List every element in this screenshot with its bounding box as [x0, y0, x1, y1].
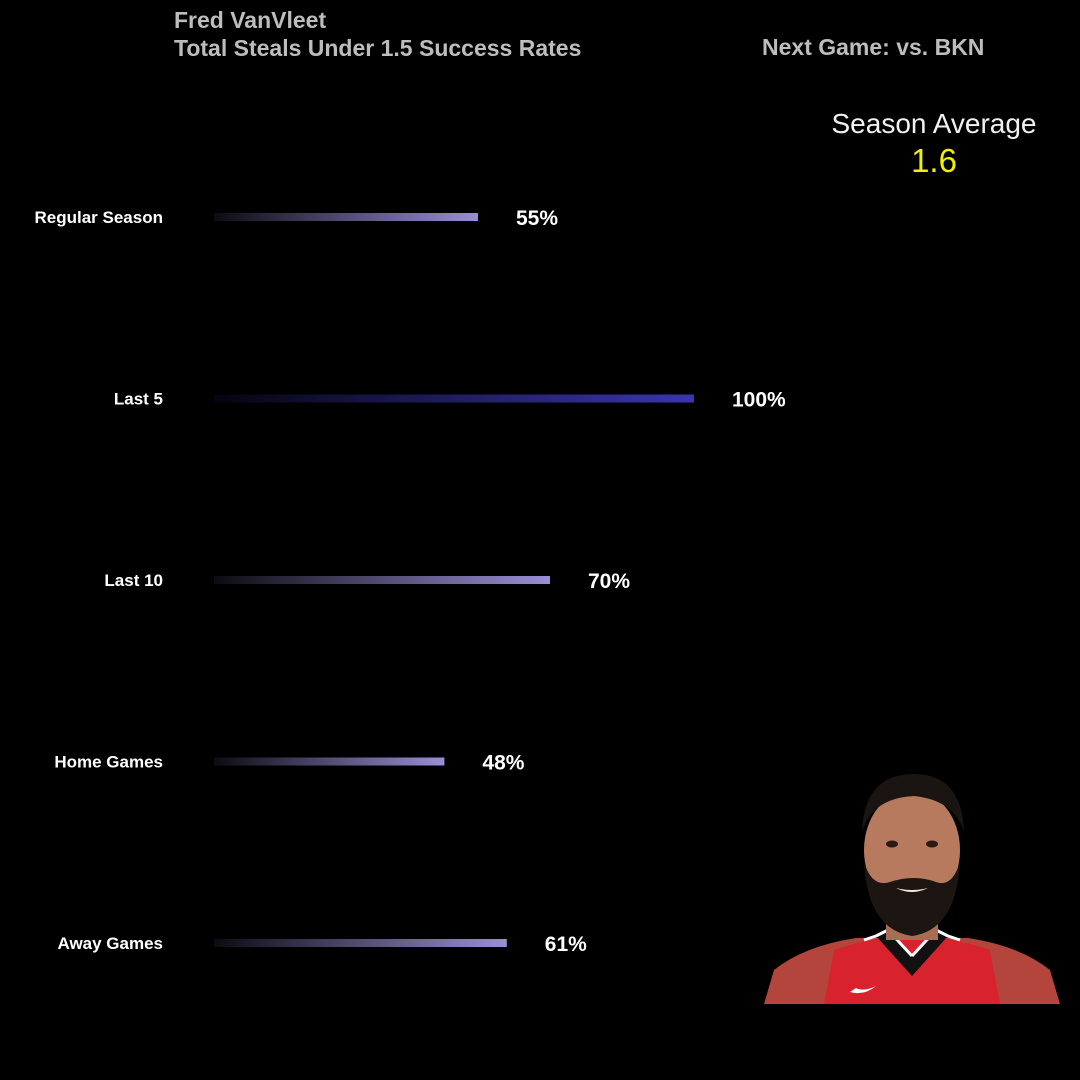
season-average-label: Season Average	[831, 108, 1037, 139]
category-label: Home Games	[54, 753, 163, 772]
category-label: Regular Season	[35, 208, 164, 227]
season-average: Season Average 1.6	[818, 108, 1050, 180]
value-label: 100%	[732, 389, 786, 412]
bar	[214, 394, 694, 403]
value-label: 61%	[545, 933, 587, 956]
season-average-value: 1.6	[911, 142, 957, 179]
player-name: Fred VanVleet	[174, 7, 327, 33]
bar	[214, 213, 478, 221]
player-headshot-icon	[764, 770, 1060, 1004]
category-label: Last 10	[104, 571, 163, 590]
bar	[214, 576, 550, 584]
chart-title: Fred VanVleet Total Steals Under 1.5 Suc…	[174, 6, 581, 62]
value-label: 55%	[516, 207, 558, 230]
value-label: 48%	[482, 752, 524, 775]
category-label: Away Games	[57, 934, 163, 953]
next-game-label: Next Game: vs. BKN	[762, 34, 985, 60]
category-label: Last 5	[114, 390, 163, 409]
bar	[214, 757, 445, 766]
chart-subtitle: Total Steals Under 1.5 Success Rates	[174, 35, 582, 61]
value-label: 70%	[588, 570, 630, 593]
bar	[214, 939, 507, 947]
